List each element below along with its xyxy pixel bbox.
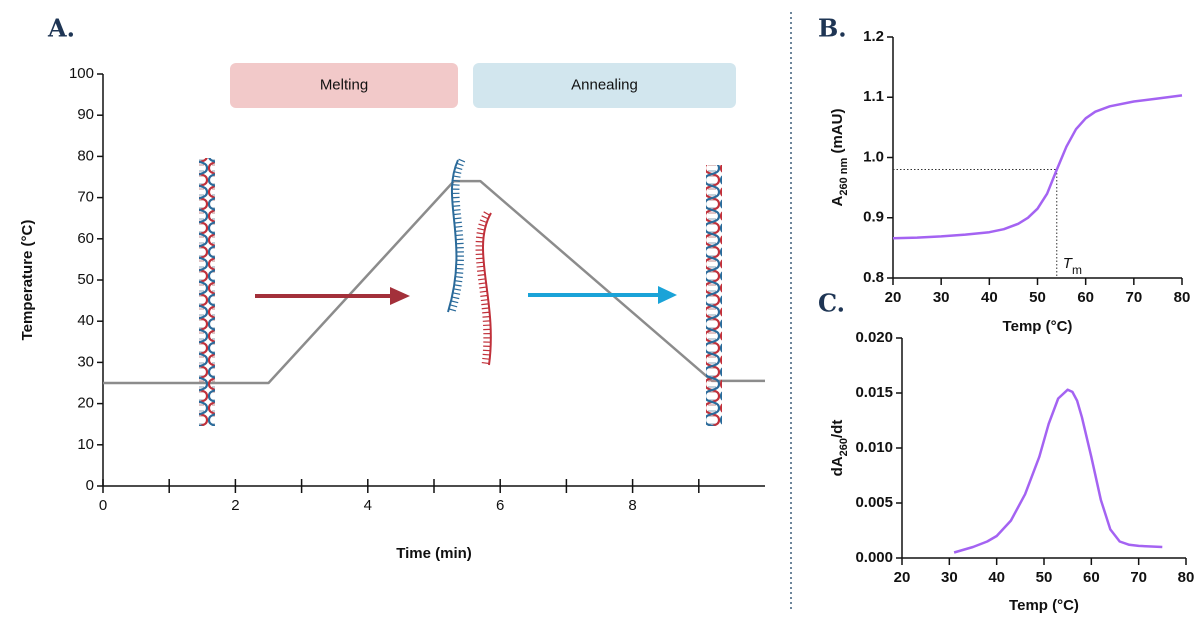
dna-helix (706, 165, 722, 426)
y-tick-label: 60 (77, 230, 94, 247)
x-tick-label: 20 (894, 569, 911, 586)
dna-strand (447, 159, 459, 313)
marker-sub: m (1072, 263, 1082, 277)
x-tick-label: 40 (988, 569, 1005, 586)
x-tick-label: 30 (941, 569, 958, 586)
y-tick-label: 0.8 (863, 269, 884, 286)
y-tick-label: 0 (86, 477, 94, 494)
x-tick-label: 8 (628, 497, 636, 514)
x-tick-label: 80 (1178, 569, 1195, 586)
y-tick-label: 90 (77, 106, 94, 123)
x-axis-title: Temp (°C) (1003, 318, 1073, 335)
annotation-box (473, 63, 736, 108)
y-tick-label: 40 (77, 312, 94, 329)
y-tick-label: 30 (77, 353, 94, 370)
y-tick-label: 10 (77, 436, 94, 453)
x-tick-label: 60 (1077, 289, 1094, 306)
label-sub: 260 nm (838, 157, 850, 195)
y-tick-label: 20 (77, 395, 94, 412)
y-tick-label: 1.2 (863, 28, 884, 45)
y-tick-label: 1.1 (863, 88, 884, 105)
x-tick-label: 4 (364, 497, 372, 514)
x-axis-title: Time (min) (396, 545, 472, 562)
x-tick-label: 80 (1174, 289, 1191, 306)
x-tick-label: 40 (981, 289, 998, 306)
y-tick-label: 0.000 (855, 549, 893, 566)
panel-label: B. (818, 14, 847, 43)
y-tick-label: 100 (69, 65, 94, 82)
x-tick-label: 50 (1029, 289, 1046, 306)
x-tick-label: 6 (496, 497, 504, 514)
illustration (199, 158, 722, 426)
marker-main: T (1063, 255, 1074, 272)
x-tick-label: 60 (1083, 569, 1100, 586)
x-tick-label: 30 (933, 289, 950, 306)
x-axis-title: Temp (°C) (1009, 597, 1079, 614)
label-main: A (829, 195, 846, 206)
y-tick-label: 80 (77, 147, 94, 164)
label-sub: 260 (838, 438, 850, 456)
label-rest: (mAU) (829, 109, 846, 158)
arrow-head (658, 286, 677, 304)
label-rest: /dt (829, 420, 846, 438)
label-main: dA (829, 456, 846, 476)
data-line (892, 94, 1183, 240)
data-line (953, 388, 1163, 554)
marker-label: Tm (1063, 255, 1082, 277)
dna-helix (199, 158, 215, 426)
y-tick-label: 70 (77, 189, 94, 206)
arrow-head (390, 287, 410, 305)
annotation-box (230, 63, 458, 108)
y-tick-label: 0.020 (855, 329, 893, 346)
y-tick-label: 0.005 (855, 494, 893, 511)
y-axis-title: Temperature (°C) (19, 220, 36, 341)
annotation-text: Melting (320, 76, 368, 93)
x-tick-label: 70 (1130, 569, 1147, 586)
x-tick-label: 20 (885, 289, 902, 306)
annotation-text: Annealing (571, 76, 638, 93)
x-tick-label: 70 (1125, 289, 1142, 306)
y-tick-label: 0.015 (855, 384, 893, 401)
y-axis-title: A260 nm (mAU) (829, 109, 850, 207)
y-tick-label: 0.010 (855, 439, 893, 456)
panel-label: C. (818, 289, 845, 318)
y-tick-label: 50 (77, 271, 94, 288)
panel-label: A. (47, 14, 75, 43)
y-tick-label: 1.0 (863, 148, 884, 165)
y-tick-label: 0.9 (863, 209, 884, 226)
x-tick-label: 50 (1036, 569, 1053, 586)
x-tick-label: 2 (231, 497, 239, 514)
dna-strand (482, 212, 492, 366)
x-tick-label: 0 (99, 497, 107, 514)
y-axis-title: dA260/dt (829, 420, 850, 477)
